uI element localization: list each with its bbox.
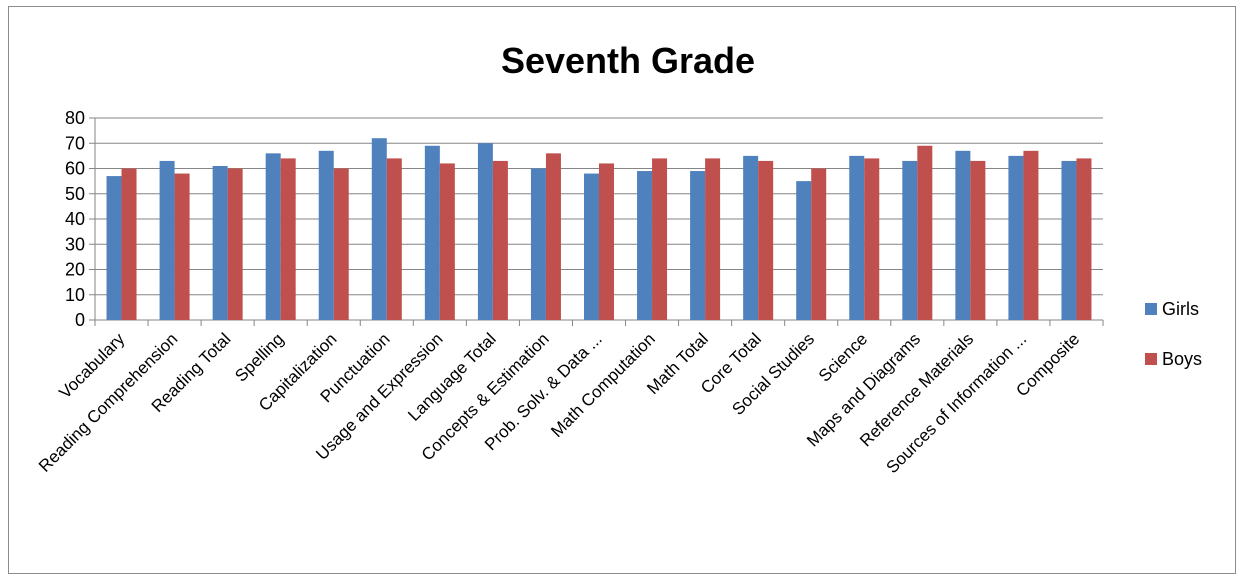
bar-girls <box>849 155 865 320</box>
legend-swatch-girls <box>1145 303 1157 315</box>
bar-girls <box>159 160 175 320</box>
bar-boys <box>386 158 402 320</box>
bar-boys <box>864 158 880 320</box>
y-tick-label: 50 <box>65 184 85 204</box>
bar-girls <box>530 168 546 320</box>
bar-girls <box>106 176 122 320</box>
x-tick-label: Math Computation <box>547 329 659 441</box>
bar-boys <box>811 168 827 320</box>
bar-girls <box>1008 155 1024 320</box>
bar-boys <box>121 168 137 320</box>
bar-girls <box>1061 160 1077 320</box>
bar-girls <box>265 153 281 320</box>
y-tick-label: 40 <box>65 209 85 229</box>
bar-boys <box>174 173 190 320</box>
y-tick-label: 70 <box>65 133 85 153</box>
bar-girls <box>796 181 812 320</box>
bar-girls <box>637 171 653 320</box>
bar-girls <box>424 145 440 320</box>
bar-boys <box>439 163 455 320</box>
legend-swatch-boys <box>1145 353 1157 365</box>
bar-boys <box>280 158 296 320</box>
bar-boys <box>227 168 243 320</box>
bar-boys <box>652 158 668 320</box>
bar-girls <box>902 160 918 320</box>
bar-boys <box>545 153 561 320</box>
y-tick-label: 30 <box>65 234 85 254</box>
bar-boys <box>705 158 721 320</box>
chart-title: Seventh Grade <box>501 40 755 81</box>
bar-girls <box>955 150 971 320</box>
legend-label-girls: Girls <box>1162 299 1199 319</box>
bar-boys <box>1076 158 1092 320</box>
bar-girls <box>477 143 493 320</box>
y-tick-label: 10 <box>65 285 85 305</box>
bar-girls <box>212 165 228 320</box>
y-axis-ticks: 0 10 20 30 40 50 60 70 80 <box>65 108 85 330</box>
bar-girls <box>743 155 759 320</box>
y-tick-label: 80 <box>65 108 85 128</box>
bar-boys <box>492 160 508 320</box>
y-tick-label: 0 <box>75 310 85 330</box>
bar-boys <box>333 168 349 320</box>
chart-frame: Seventh Grade 0 10 20 30 40 50 60 70 80 Vocabula… <box>8 6 1236 574</box>
bar-boys <box>599 163 614 320</box>
bar-boys <box>917 145 933 320</box>
bar-girls <box>371 138 387 320</box>
bar-boys <box>758 160 774 320</box>
bar-boys <box>1023 150 1039 320</box>
bar-girls <box>584 173 599 320</box>
legend-label-boys: Boys <box>1162 349 1202 369</box>
y-tick-label: 60 <box>65 159 85 179</box>
y-tick-label: 20 <box>65 260 85 280</box>
bar-girls <box>690 171 706 320</box>
bar-girls <box>318 150 334 320</box>
bar-boys <box>970 160 986 320</box>
bar-chart: Seventh Grade 0 10 20 30 40 50 60 70 80 Vocabula… <box>35 40 1202 477</box>
legend: Girls Boys <box>1145 299 1202 369</box>
bars <box>106 138 1092 320</box>
